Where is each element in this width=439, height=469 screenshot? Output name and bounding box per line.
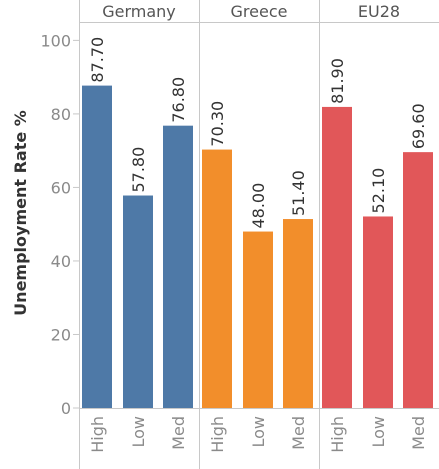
category-label: Low bbox=[249, 416, 268, 448]
bar bbox=[82, 85, 112, 409]
category-label: Low bbox=[369, 416, 388, 448]
data-label: 69.60 bbox=[409, 103, 428, 149]
category-label: Med bbox=[289, 416, 308, 450]
bar bbox=[403, 152, 433, 408]
y-axis: 0 20 40 60 80 100 bbox=[40, 31, 79, 418]
y-tick-label: 60 bbox=[51, 178, 71, 197]
data-label: 51.40 bbox=[289, 170, 308, 216]
panel-header: Greece bbox=[231, 2, 288, 21]
y-tick-label: 80 bbox=[51, 105, 71, 124]
panel-header: EU28 bbox=[358, 2, 400, 21]
category-label: High bbox=[208, 416, 227, 453]
category-label: High bbox=[88, 416, 107, 453]
bar bbox=[163, 125, 193, 408]
category-label: Med bbox=[409, 416, 428, 450]
y-axis-title: Unemployment Rate % bbox=[11, 110, 30, 316]
category-label: Low bbox=[129, 416, 148, 448]
data-label: 70.30 bbox=[208, 101, 227, 147]
data-label: 48.00 bbox=[249, 183, 268, 229]
bar bbox=[123, 195, 153, 408]
y-tick-label: 20 bbox=[51, 325, 71, 344]
panel-header: Germany bbox=[102, 2, 176, 21]
category-label: High bbox=[328, 416, 347, 453]
y-tick-label: 100 bbox=[40, 31, 71, 50]
bar bbox=[202, 149, 232, 408]
bar bbox=[243, 231, 273, 408]
bar bbox=[322, 106, 352, 409]
y-tick-label: 0 bbox=[61, 399, 71, 418]
data-labels: 87.70 57.80 76.80 70.30 48.00 51.40 81.90 52.10… bbox=[88, 37, 428, 229]
bar bbox=[283, 219, 313, 408]
category-labels: High Low Med High Low Med High Low Med bbox=[88, 416, 428, 453]
y-tick-label: 40 bbox=[51, 252, 71, 271]
data-label: 57.80 bbox=[129, 147, 148, 193]
data-label: 52.10 bbox=[369, 168, 388, 214]
panel-headers: Germany Greece EU28 bbox=[102, 2, 400, 21]
panel-frame bbox=[79, 0, 439, 469]
data-label: 76.80 bbox=[169, 77, 188, 123]
bars bbox=[82, 85, 433, 409]
bar bbox=[363, 216, 393, 408]
category-label: Med bbox=[169, 416, 188, 450]
data-label: 81.90 bbox=[328, 58, 347, 104]
data-label: 87.70 bbox=[88, 37, 107, 83]
